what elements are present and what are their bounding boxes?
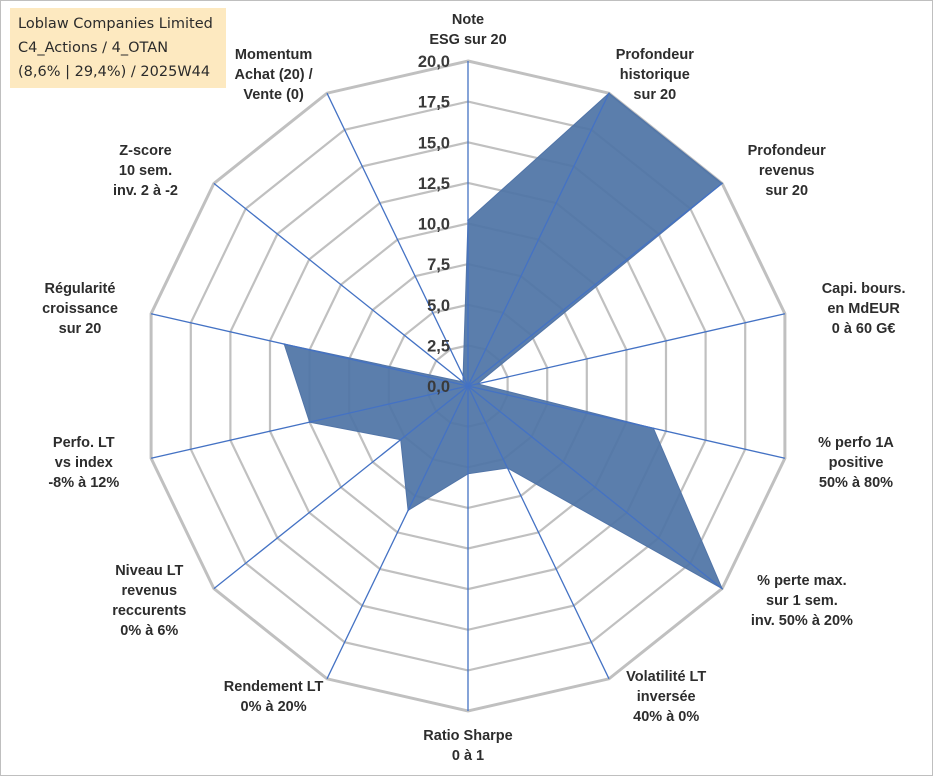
tick-label-3: 7,5 bbox=[427, 256, 450, 274]
spoke-11 bbox=[150, 313, 469, 387]
axis-label-12-line-2: inv. 2 à -2 bbox=[113, 183, 178, 199]
axis-label-7-line-1: 0 à 1 bbox=[452, 748, 484, 764]
axis-label-6-line-2: 40% à 0% bbox=[633, 709, 699, 725]
axis-label-0-line-0: Note bbox=[452, 12, 484, 28]
tick-label-8: 20,0 bbox=[418, 53, 450, 71]
axis-label-7-line-0: Ratio Sharpe bbox=[423, 728, 512, 744]
axis-label-8-line-1: 0% à 20% bbox=[241, 699, 307, 715]
axis-label-9-line-0: Niveau LT bbox=[115, 563, 183, 579]
axis-label-1-line-2: sur 20 bbox=[633, 87, 676, 103]
tick-labels: 0,0 2,5 5,0 7,5 10,0 12,5 15,0 17,5 20,0 bbox=[418, 53, 450, 396]
series-area-0 bbox=[283, 92, 724, 590]
tick-label-5: 12,5 bbox=[418, 175, 450, 193]
axis-label-11-line-0: Régularité bbox=[45, 281, 116, 297]
axis-label-6-line-1: inversée bbox=[637, 689, 696, 705]
axis-label-3-line-0: Capi. bours. bbox=[822, 281, 906, 297]
axis-label-5-line-2: inv. 50% à 20% bbox=[751, 613, 853, 629]
tick-label-1: 2,5 bbox=[427, 337, 450, 355]
axis-label-11-line-1: croissance bbox=[42, 301, 118, 317]
axis-label-3-line-2: 0 à 60 G€ bbox=[832, 321, 896, 337]
company-name: Loblaw Companies Limited bbox=[18, 16, 213, 32]
axis-label-1-line-1: historique bbox=[620, 67, 690, 83]
spoke-5 bbox=[467, 385, 723, 590]
axis-label-3-line-1: en MdEUR bbox=[827, 301, 900, 317]
spoke-9 bbox=[213, 385, 469, 590]
spoke-6 bbox=[467, 385, 610, 680]
series-layer bbox=[283, 92, 724, 590]
axis-label-9-line-2: reccurents bbox=[112, 603, 186, 619]
axis-labels: Note ESG sur 20 Profondeur historique sur 20… bbox=[42, 12, 905, 764]
axis-label-2-line-2: sur 20 bbox=[765, 183, 808, 199]
axis-label-4-line-0: % perfo 1A bbox=[818, 435, 894, 451]
axis-label-8-line-0: Rendement LT bbox=[224, 679, 324, 695]
axis-label-13-line-1: Achat (20) / bbox=[235, 67, 313, 83]
axis-label-13-line-2: Vente (0) bbox=[243, 87, 304, 103]
period-info: (8,6% | 29,4%) / 2025W44 bbox=[18, 64, 211, 80]
spoke-13 bbox=[326, 92, 469, 387]
axis-label-0-line-1: ESG sur 20 bbox=[429, 32, 506, 48]
axis-label-10-line-2: -8% à 12% bbox=[48, 475, 119, 491]
axis-label-5-line-0: % perte max. bbox=[757, 573, 846, 589]
axis-label-10-line-0: Perfo. LT bbox=[53, 435, 115, 451]
axis-label-12-line-0: Z-score bbox=[119, 143, 171, 159]
spoke-12 bbox=[213, 182, 469, 387]
axis-label-9-line-3: 0% à 6% bbox=[120, 623, 178, 639]
tick-label-0: 0,0 bbox=[427, 378, 450, 396]
spoke-8 bbox=[326, 385, 469, 680]
axis-label-13-line-0: Momentum bbox=[235, 47, 312, 63]
spoke-1 bbox=[467, 92, 610, 387]
axis-label-2-line-1: revenus bbox=[759, 163, 815, 179]
axis-label-12-line-1: 10 sem. bbox=[119, 163, 172, 179]
axis-label-4-line-1: positive bbox=[829, 455, 884, 471]
axis-label-4-line-2: 50% à 80% bbox=[819, 475, 893, 491]
spoke-2 bbox=[467, 182, 723, 387]
axis-label-10-line-1: vs index bbox=[55, 455, 113, 471]
tick-label-2: 5,0 bbox=[427, 297, 450, 315]
tick-label-6: 15,0 bbox=[418, 134, 450, 152]
axis-label-1-line-0: Profondeur bbox=[616, 47, 694, 63]
tick-label-7: 17,5 bbox=[418, 94, 450, 112]
axis-label-6-line-0: Volatilité LT bbox=[626, 669, 706, 685]
axis-label-9-line-1: revenus bbox=[121, 583, 177, 599]
axis-label-2-line-0: Profondeur bbox=[748, 143, 826, 159]
tick-label-4: 10,0 bbox=[418, 216, 450, 234]
axis-label-11-line-2: sur 20 bbox=[59, 321, 102, 337]
spoke-3 bbox=[467, 313, 786, 387]
spoke-10 bbox=[150, 385, 469, 459]
title-box: Loblaw Companies Limited C4_Actions / 4_… bbox=[10, 8, 226, 88]
spokes bbox=[150, 61, 786, 711]
portfolio-code: C4_Actions / 4_OTAN bbox=[18, 40, 169, 56]
axis-label-5-line-1: sur 1 sem. bbox=[766, 593, 838, 609]
spoke-4 bbox=[467, 385, 786, 459]
